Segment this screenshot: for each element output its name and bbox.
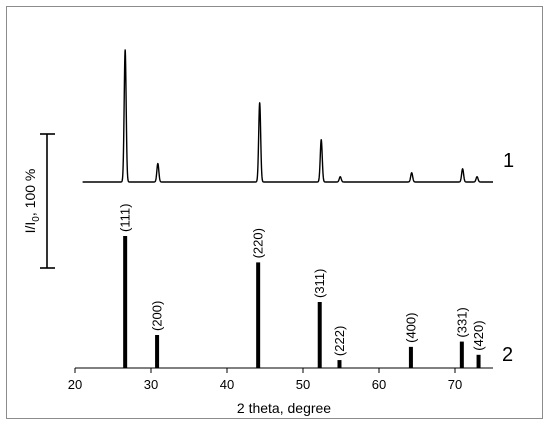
x-axis-title: 2 theta, degree — [237, 400, 331, 416]
reference-line — [317, 302, 322, 368]
x-tick-label: 60 — [372, 377, 386, 392]
x-tick-label: 30 — [144, 377, 158, 392]
series-1-curve — [82, 49, 494, 183]
reference-line — [459, 341, 464, 368]
y-axis-title-main: I/I — [22, 222, 38, 234]
reference-line — [408, 346, 413, 368]
series-2-label: 2 — [502, 344, 513, 366]
x-axis-ticks: 20 30 40 50 60 70 — [68, 368, 462, 392]
intensity-scale-bar — [40, 133, 55, 269]
y-axis-title-subscript: 0 — [31, 216, 42, 222]
series-2-hkl-labels: (111) (200) (220) (311) (222) (400) (331) (420) — [118, 204, 486, 357]
hkl-label: (222) — [332, 326, 347, 356]
hkl-label: (331) — [454, 307, 469, 337]
series-2-reference-lines — [123, 236, 481, 368]
hkl-label: (420) — [471, 320, 486, 350]
x-tick-label: 20 — [68, 377, 82, 392]
hkl-label: (111) — [118, 204, 133, 232]
x-tick-label: 50 — [296, 377, 310, 392]
hkl-label: (400) — [403, 313, 418, 343]
series-1-label: 1 — [503, 150, 514, 172]
plot-frame — [6, 6, 543, 419]
reference-line — [155, 335, 160, 368]
x-tick-label: 70 — [448, 377, 462, 392]
y-axis-title-tail: , 100 % — [22, 169, 38, 216]
reference-line — [476, 354, 481, 368]
y-axis-title: I/I0, 100 % — [22, 169, 42, 234]
hkl-label: (200) — [150, 301, 165, 331]
reference-line — [123, 236, 128, 368]
hkl-label: (220) — [251, 228, 266, 258]
hkl-label: (311) — [312, 269, 327, 298]
reference-line — [256, 262, 261, 368]
reference-line — [337, 360, 342, 368]
x-tick-label: 40 — [220, 377, 234, 392]
